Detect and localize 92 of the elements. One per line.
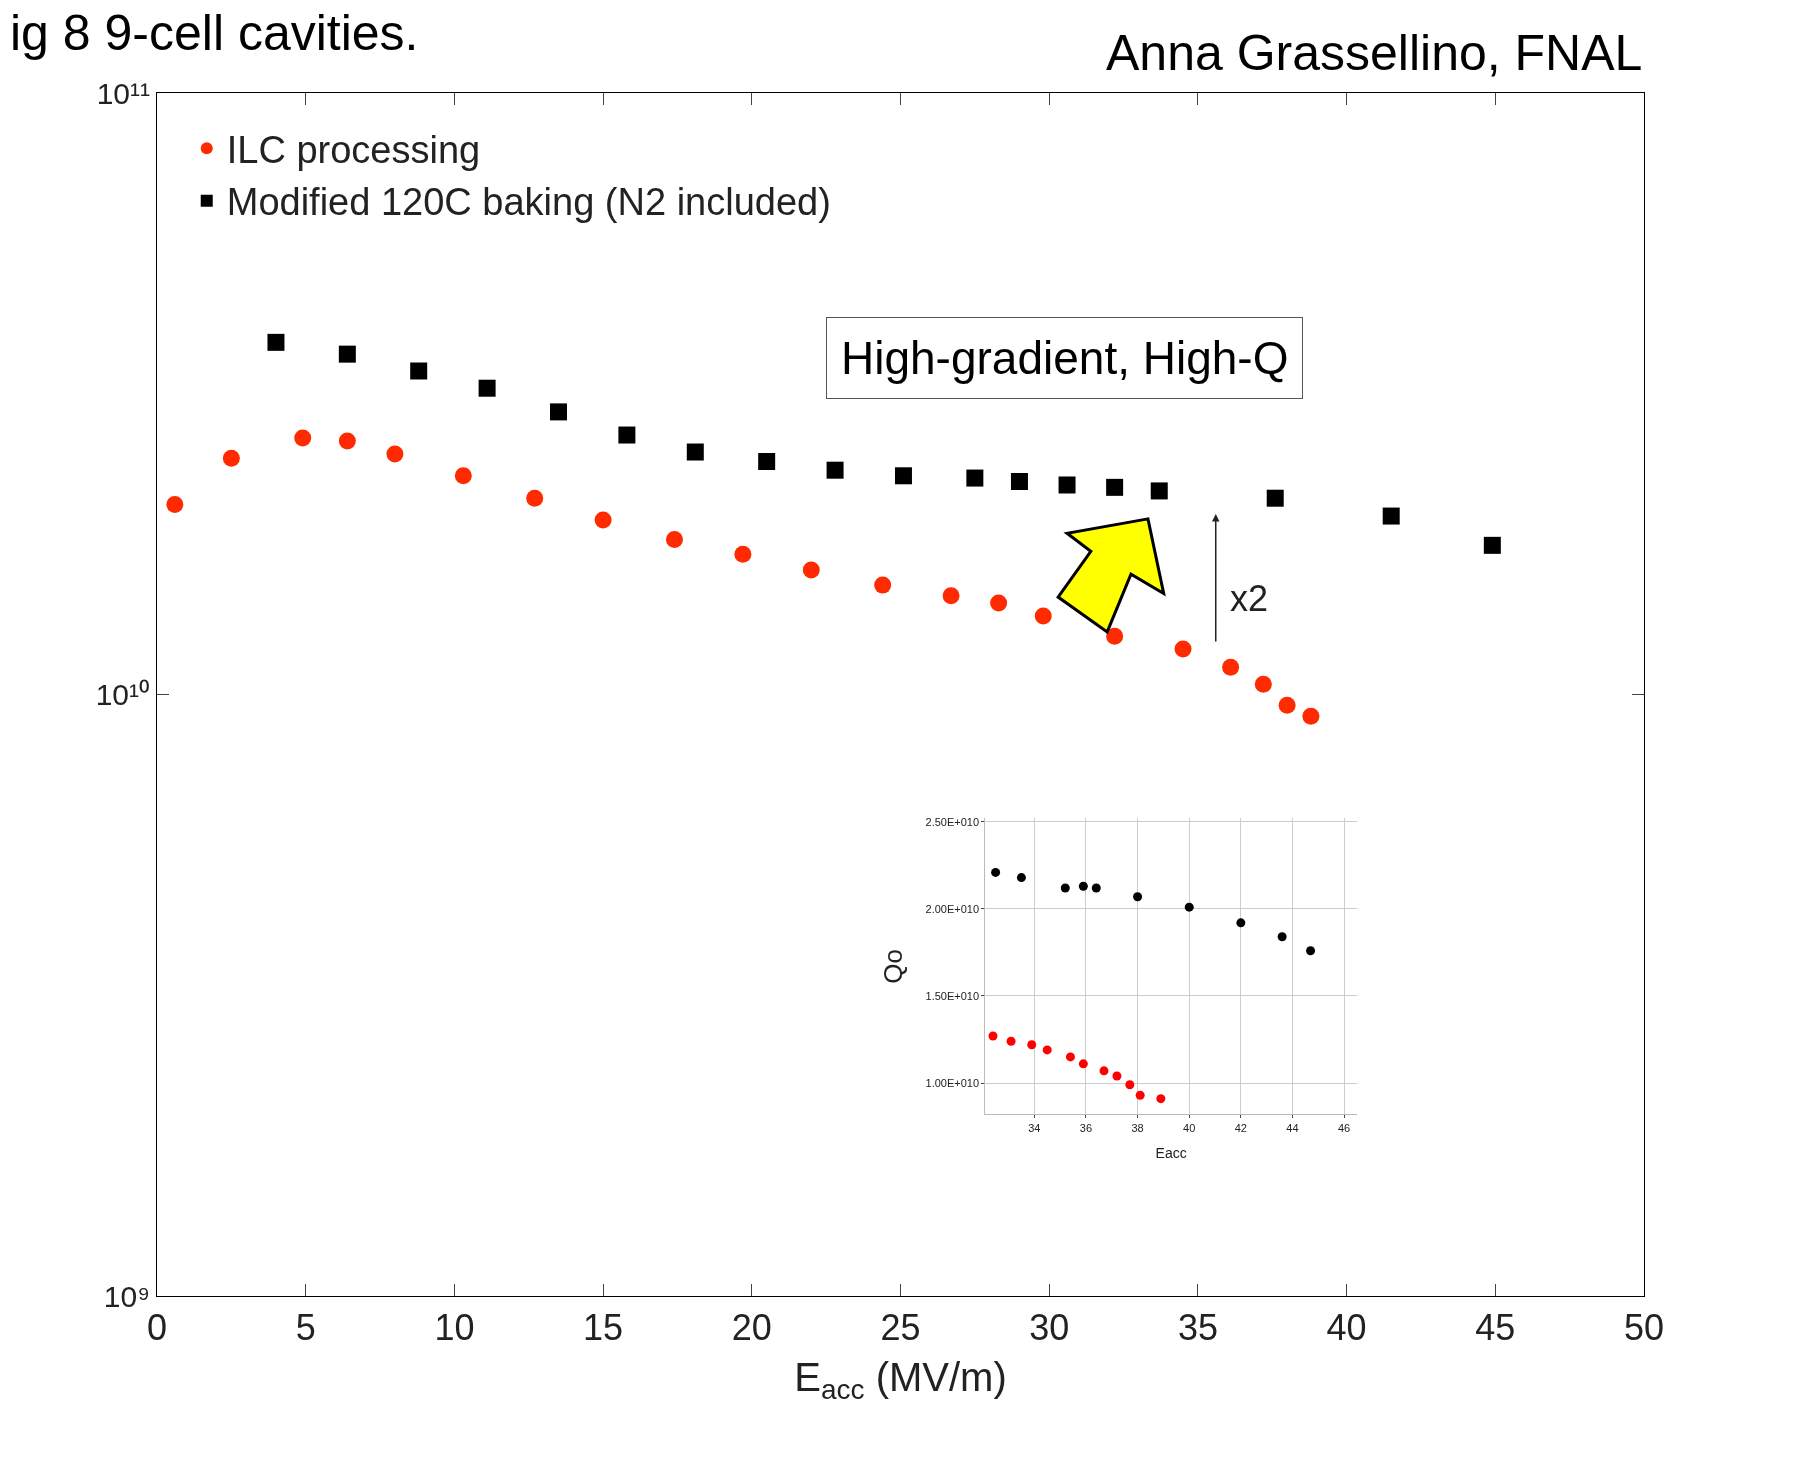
x-tick-label: 46 <box>1337 1121 1351 1134</box>
x-tick-label: 44 <box>1286 1121 1299 1134</box>
point <box>1091 883 1101 893</box>
x-axis-title: E$_{acc}$ (MV/m) <box>794 1354 1007 1406</box>
y-tick-label: 1.50E+010 <box>925 989 980 1002</box>
point <box>1277 932 1287 942</box>
x-tick-label: 42 <box>1234 1121 1247 1134</box>
point <box>386 445 404 463</box>
x-tick-label: 45 <box>1475 1307 1516 1349</box>
x-tick-label: 40 <box>1183 1121 1196 1134</box>
point <box>1174 640 1192 658</box>
point <box>1156 1094 1166 1104</box>
point <box>294 429 312 447</box>
point <box>1106 478 1124 496</box>
y-tick-label: 1.00E+010 <box>925 1076 980 1089</box>
point <box>166 495 184 513</box>
annotation: x2 <box>1230 578 1269 619</box>
point <box>826 461 844 479</box>
point <box>1236 918 1246 928</box>
text: Anna Grassellino, FNAL <box>1106 25 1643 81</box>
chart-title: ig 8 9-cell cavities. <box>10 5 419 61</box>
point <box>894 467 912 485</box>
point <box>618 426 636 444</box>
point <box>1222 658 1240 676</box>
x-tick-label: 10 <box>434 1307 475 1349</box>
point <box>454 467 472 485</box>
point <box>874 576 892 594</box>
legend-label: ILC processing <box>226 129 481 172</box>
point <box>686 443 704 461</box>
point <box>988 1031 998 1041</box>
annotation: High-gradient, High-Q <box>841 332 1289 384</box>
point <box>1078 881 1088 891</box>
point <box>410 362 428 380</box>
point <box>1058 476 1076 494</box>
point <box>594 511 612 529</box>
point <box>1184 902 1194 912</box>
point <box>1027 1040 1037 1050</box>
x-tick-label: 36 <box>1079 1121 1093 1134</box>
y-axis-title: Qo <box>877 949 908 984</box>
point <box>338 432 356 450</box>
point <box>1266 489 1284 507</box>
x-tick-label: 25 <box>880 1307 921 1349</box>
point <box>1278 696 1296 714</box>
point <box>267 333 285 351</box>
point <box>758 452 776 470</box>
point <box>1382 507 1400 525</box>
legend-label: Modified 120C baking (N2 included) <box>226 181 831 224</box>
point <box>1150 482 1168 500</box>
point <box>1135 1090 1145 1100</box>
point <box>1010 473 1028 490</box>
point <box>1306 946 1316 956</box>
point <box>942 587 960 605</box>
x-tick-label: 35 <box>1177 1307 1218 1349</box>
point <box>338 345 356 363</box>
point <box>1006 1036 1016 1046</box>
point <box>1302 707 1320 725</box>
point <box>734 545 752 563</box>
x-tick-label: 20 <box>731 1307 772 1349</box>
x-tick-label: 38 <box>1131 1121 1144 1134</box>
point <box>665 531 683 548</box>
point <box>1060 883 1070 893</box>
x-tick-label: 5 <box>295 1307 316 1349</box>
point <box>478 379 496 397</box>
point <box>966 469 984 487</box>
point <box>1133 892 1143 902</box>
point <box>802 561 820 579</box>
x-tick-label: 50 <box>1623 1307 1665 1349</box>
point <box>1099 1066 1109 1076</box>
point <box>1125 1080 1135 1090</box>
x-tick-label: 34 <box>1028 1121 1041 1134</box>
x-tick-label: 15 <box>583 1307 624 1349</box>
point <box>1254 675 1272 693</box>
y-tick-label: 10¹⁰ <box>95 678 150 711</box>
point <box>549 403 567 421</box>
y-tick-label: 2.50E+010 <box>925 815 980 828</box>
y-tick-label: 10¹¹ <box>96 76 150 110</box>
point <box>1106 627 1124 645</box>
point <box>526 489 544 507</box>
x-tick-label: 30 <box>1029 1307 1070 1349</box>
point <box>1483 536 1501 554</box>
point <box>1065 1052 1075 1062</box>
point <box>222 449 240 467</box>
point <box>1034 607 1052 625</box>
point <box>1042 1045 1052 1055</box>
point <box>1078 1059 1088 1069</box>
point <box>991 867 1001 877</box>
y-tick-label: 2.00E+010 <box>925 902 980 915</box>
x-axis-title: Eacc <box>1155 1144 1187 1161</box>
point <box>1016 873 1026 883</box>
point <box>1112 1071 1122 1081</box>
point <box>990 594 1008 612</box>
x-tick-label: 40 <box>1326 1307 1367 1349</box>
